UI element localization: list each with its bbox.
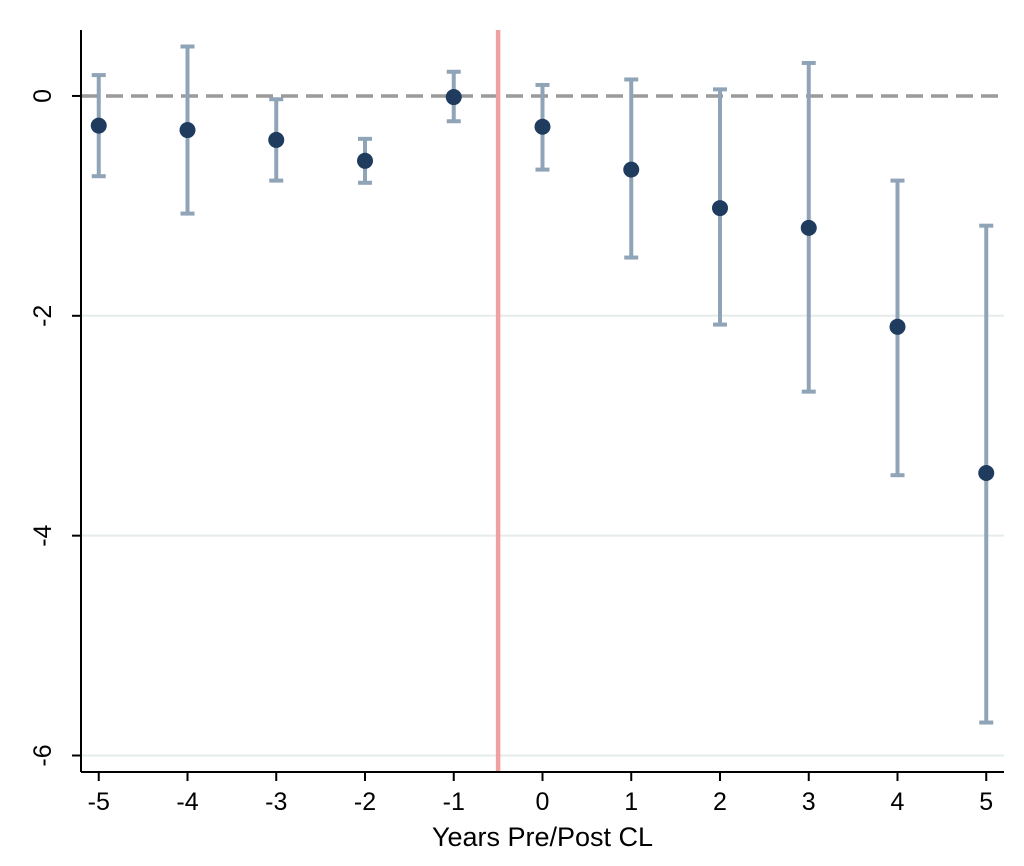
point-estimate (445, 89, 462, 106)
x-tick-label: -1 (443, 788, 465, 816)
x-tick-label: 4 (891, 788, 905, 816)
point-estimate (889, 318, 906, 335)
x-tick-label: -5 (88, 788, 110, 816)
point-estimate (800, 219, 817, 236)
x-tick-label: 3 (802, 788, 816, 816)
y-tick-label: -4 (29, 524, 57, 546)
x-tick-label: 1 (624, 788, 638, 816)
x-tick-label: 5 (979, 788, 993, 816)
point-estimate (534, 118, 551, 135)
axes: -5 -4 -3 -2 -1 0 1 2 3 4 5 0 -2 -4 -6 (29, 30, 1004, 816)
grid-layer (82, 314, 1004, 757)
point-estimate (357, 152, 373, 169)
point-estimate (978, 465, 995, 482)
confidence-intervals (91, 44, 994, 725)
x-tick-label: -3 (265, 788, 287, 816)
point-estimate (712, 200, 728, 217)
x-tick-label: -2 (354, 788, 376, 816)
y-tick-label: -6 (29, 744, 57, 766)
x-tick-label: 0 (536, 788, 550, 816)
point-estimate (268, 131, 285, 148)
y-tick-label: 0 (29, 89, 57, 103)
y-tick-label: -2 (29, 305, 57, 327)
x-axis-title: Years Pre/Post CL (432, 822, 653, 852)
point-estimate (623, 161, 640, 178)
point-estimates (90, 89, 995, 482)
x-tick-label: 2 (713, 788, 727, 816)
x-tick-label: -4 (176, 788, 198, 816)
point-estimate (179, 122, 196, 139)
point-estimate (90, 117, 107, 134)
